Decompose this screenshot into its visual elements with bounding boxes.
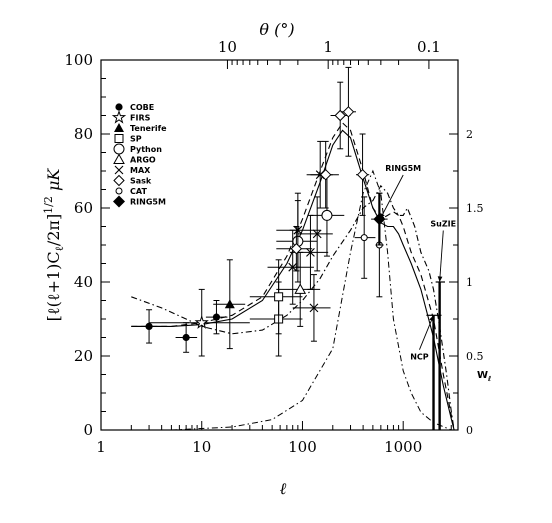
- cat-point: [360, 234, 368, 242]
- argo-point: [294, 283, 307, 294]
- sask-point: [334, 109, 346, 122]
- legend-label-python: Python: [130, 145, 162, 154]
- window-function: [171, 169, 452, 431]
- annotations: RING5M SuZIE NCP: [379, 164, 456, 362]
- legend-label-sp: SP: [130, 135, 142, 144]
- legend-marker-tenerife: [114, 123, 124, 132]
- legend-marker-sp: [114, 134, 124, 143]
- annotation-arrow-head: [429, 315, 434, 322]
- x-tick-label: 1000: [384, 438, 422, 456]
- right-axis-title-sub: ℓ: [487, 375, 491, 383]
- right-tick-label: 0.5: [466, 350, 484, 363]
- max-point: [309, 303, 319, 313]
- y-axis-title-sub: ℓ: [53, 246, 66, 251]
- annotation-arrow-line: [419, 315, 434, 350]
- annotation-arrow-line: [439, 230, 444, 283]
- max-point: [293, 225, 303, 235]
- y-tick-label: 80: [74, 125, 93, 143]
- y-axis-title-unit: μK: [44, 168, 63, 196]
- sp-point: [274, 292, 284, 302]
- right-axis-title: Wℓ: [477, 370, 491, 383]
- legend-marker-sask: [113, 174, 125, 187]
- x-tick-label: 10: [192, 438, 211, 456]
- annotation-arrow-line: [379, 174, 404, 220]
- right-tick-label: 2: [466, 128, 473, 141]
- cobe-point: [145, 322, 153, 330]
- sask-point: [319, 168, 332, 181]
- legend-marker-cat: [115, 187, 123, 195]
- legend-label-cat: CAT: [130, 187, 147, 196]
- legend-label-ring5m: RING5M: [130, 198, 166, 207]
- y-tick-label: 40: [74, 273, 93, 291]
- cobe-point: [212, 313, 221, 321]
- legend-label-tenerife: Tenerife: [130, 124, 167, 133]
- annotation-arrow-head: [380, 213, 385, 220]
- y-tick-label: 60: [74, 199, 93, 217]
- tenerife-point: [224, 299, 235, 309]
- legend-marker-cobe: [115, 103, 123, 111]
- plot-frame: [100, 59, 459, 431]
- max-point: [312, 229, 322, 239]
- annotation-arrow-head: [437, 276, 443, 282]
- y-tick-label: 0: [83, 421, 93, 439]
- right-tick-label: 1: [466, 276, 473, 289]
- max-point: [288, 262, 298, 272]
- top-tick-label: 10: [218, 38, 237, 56]
- theory-curves: [131, 122, 455, 431]
- y-axis-title: [ℓ(ℓ+1)Cℓ/2π]1/2 μK: [42, 168, 66, 322]
- theory-curve-dash-dot: [131, 184, 455, 431]
- legend-marker-firs: [111, 109, 127, 124]
- axis-ticks: 1 10 100 1000 0 20 40 60 80 100 10 1 0.1 0 0.5 1 1.5 2: [64, 38, 483, 456]
- x-tick-label: 1: [96, 438, 106, 456]
- legend-label-sask: Sask: [130, 177, 152, 186]
- top-axis-title: θ (°): [259, 20, 294, 39]
- legend-label-max: MAX: [130, 166, 151, 175]
- x-tick-label: 100: [288, 438, 317, 456]
- cobe-point: [182, 333, 190, 342]
- top-tick-label: 1: [323, 38, 333, 56]
- right-tick-label: 0: [466, 424, 473, 437]
- firs-point: [194, 315, 209, 329]
- legend-marker-max: [114, 165, 124, 175]
- python-point: [321, 209, 333, 221]
- data-points: [131, 66, 445, 430]
- sask-point: [342, 106, 355, 118]
- window-function-curve: [171, 169, 452, 431]
- right-tick-label: 1.5: [466, 202, 484, 215]
- x-axis-title: ℓ: [280, 479, 287, 498]
- sask-point: [290, 242, 303, 255]
- y-tick-label: 20: [74, 347, 93, 365]
- legend-label-cobe: COBE: [130, 103, 154, 112]
- max-point: [306, 248, 315, 257]
- sask-point: [356, 168, 369, 181]
- legend-label-argo: ARGO: [130, 156, 156, 165]
- legend-marker-ring5m: [113, 195, 125, 208]
- right-axis-title-main: W: [477, 370, 488, 381]
- y-tick-label: 100: [64, 51, 93, 69]
- theory-curve-dashed: [131, 122, 455, 431]
- y-axis-title-sup: 1/2: [42, 196, 55, 214]
- legend-label-firs: FIRS: [130, 114, 151, 123]
- theory-curve-solid: [131, 129, 455, 431]
- annotation-suzie: SuZIE: [430, 220, 456, 229]
- top-tick-label: 0.1: [417, 38, 441, 56]
- y-axis-title-main: [ℓ(ℓ+1)C: [44, 251, 63, 321]
- annotation-ncp: NCP: [410, 353, 429, 362]
- legend-marker-python: [113, 143, 125, 155]
- annotation-ring5m: RING5M: [385, 164, 421, 173]
- legend-marker-argo: [113, 153, 125, 164]
- y-axis-title-mid: /2π]: [44, 214, 63, 246]
